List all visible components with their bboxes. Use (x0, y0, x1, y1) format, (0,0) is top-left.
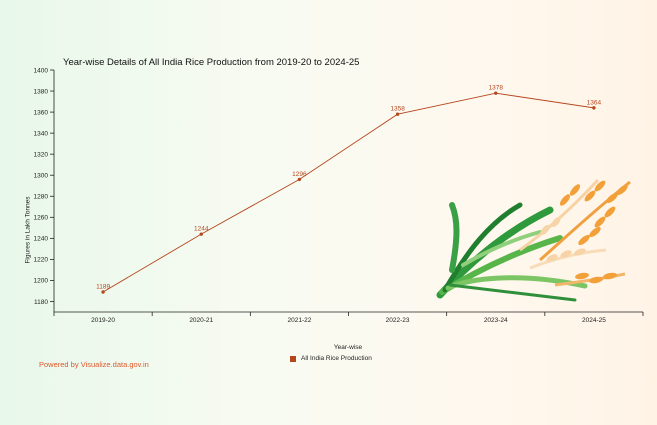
legend-label: All India Rice Production (301, 355, 372, 362)
y-tick-label: 1320 (34, 151, 49, 158)
series-plot: 1189 1244 1296 1358 1378 1364 (96, 85, 602, 294)
y-axis-title: Figures in Lakh Tonnes (24, 196, 32, 264)
data-point[interactable] (494, 91, 498, 95)
data-point[interactable] (592, 106, 596, 110)
y-tick-label: 1200 (34, 278, 49, 285)
data-label: 1244 (194, 226, 209, 233)
data-point[interactable] (199, 232, 203, 236)
data-label: 1358 (390, 106, 405, 113)
data-label: 1296 (292, 171, 307, 178)
y-tick-label: 1240 (34, 236, 49, 243)
y-tick-label: 1260 (34, 215, 49, 222)
y-tick-label: 1220 (34, 257, 49, 264)
y-tick-label: 1400 (34, 67, 49, 74)
chart-axes: 1180 1200 1220 1240 1260 1280 1300 1320 1340 1360… (34, 67, 644, 324)
rice-plant-illustration (436, 178, 631, 302)
y-tick-label: 1280 (34, 194, 49, 201)
x-tick-label: 2019-20 (91, 317, 115, 324)
y-tick-label: 1180 (34, 299, 48, 306)
x-axis-title: Year-wise (333, 344, 363, 351)
y-tick-label: 1380 (34, 88, 49, 95)
data-label: 1189 (96, 284, 110, 291)
series-line (102, 92, 594, 293)
chart-title: Year-wise Details of All India Rice Prod… (63, 57, 360, 68)
data-label: 1364 (587, 99, 602, 106)
data-point[interactable] (297, 177, 302, 182)
data-label: 1378 (489, 85, 504, 92)
x-tick-label: 2022-23 (386, 317, 410, 324)
y-tick-label: 1300 (34, 173, 49, 180)
y-tick-label: 1340 (34, 130, 49, 137)
x-tick-label: 2023-24 (484, 317, 508, 324)
data-point[interactable] (395, 112, 400, 116)
powered-by-link[interactable]: Powered by Visualize.data.gov.in (39, 360, 149, 369)
legend-swatch (290, 355, 296, 362)
x-tick-label: 2021-22 (287, 317, 311, 324)
x-tick-label: 2020-21 (189, 317, 213, 324)
x-tick-label: 2024-25 (582, 317, 606, 324)
legend[interactable]: All India Rice Production (290, 355, 372, 362)
data-point[interactable] (101, 290, 105, 294)
y-tick-label: 1360 (34, 109, 49, 116)
